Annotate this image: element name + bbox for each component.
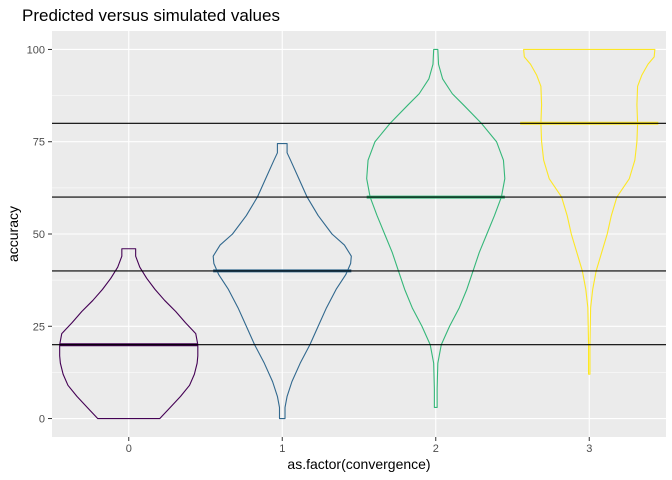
y-tick-label: 50: [33, 229, 45, 241]
axis-ticks: 0 25 50 75 100 0 1 2 3: [27, 44, 593, 455]
violin-0: [59, 248, 199, 420]
violin-1: [212, 143, 352, 420]
major-gridlines: [52, 31, 666, 437]
x-axis-title: as.factor(convergence): [287, 456, 430, 472]
reference-lines: [52, 122, 666, 346]
y-axis-title: accuracy: [5, 206, 21, 262]
minor-gridlines: [52, 95, 666, 373]
x-tick-label: 0: [126, 443, 132, 455]
y-tick-label: 0: [39, 414, 45, 426]
x-tick-label: 3: [586, 443, 592, 455]
y-tick-label: 25: [33, 321, 45, 333]
violin-3: [523, 48, 656, 375]
x-tick-label: 2: [433, 443, 439, 455]
y-tick-label: 100: [27, 44, 45, 56]
y-tick-label: 75: [33, 137, 45, 149]
chart-title: Predicted versus simulated values: [22, 6, 280, 25]
x-tick-label: 1: [279, 443, 285, 455]
